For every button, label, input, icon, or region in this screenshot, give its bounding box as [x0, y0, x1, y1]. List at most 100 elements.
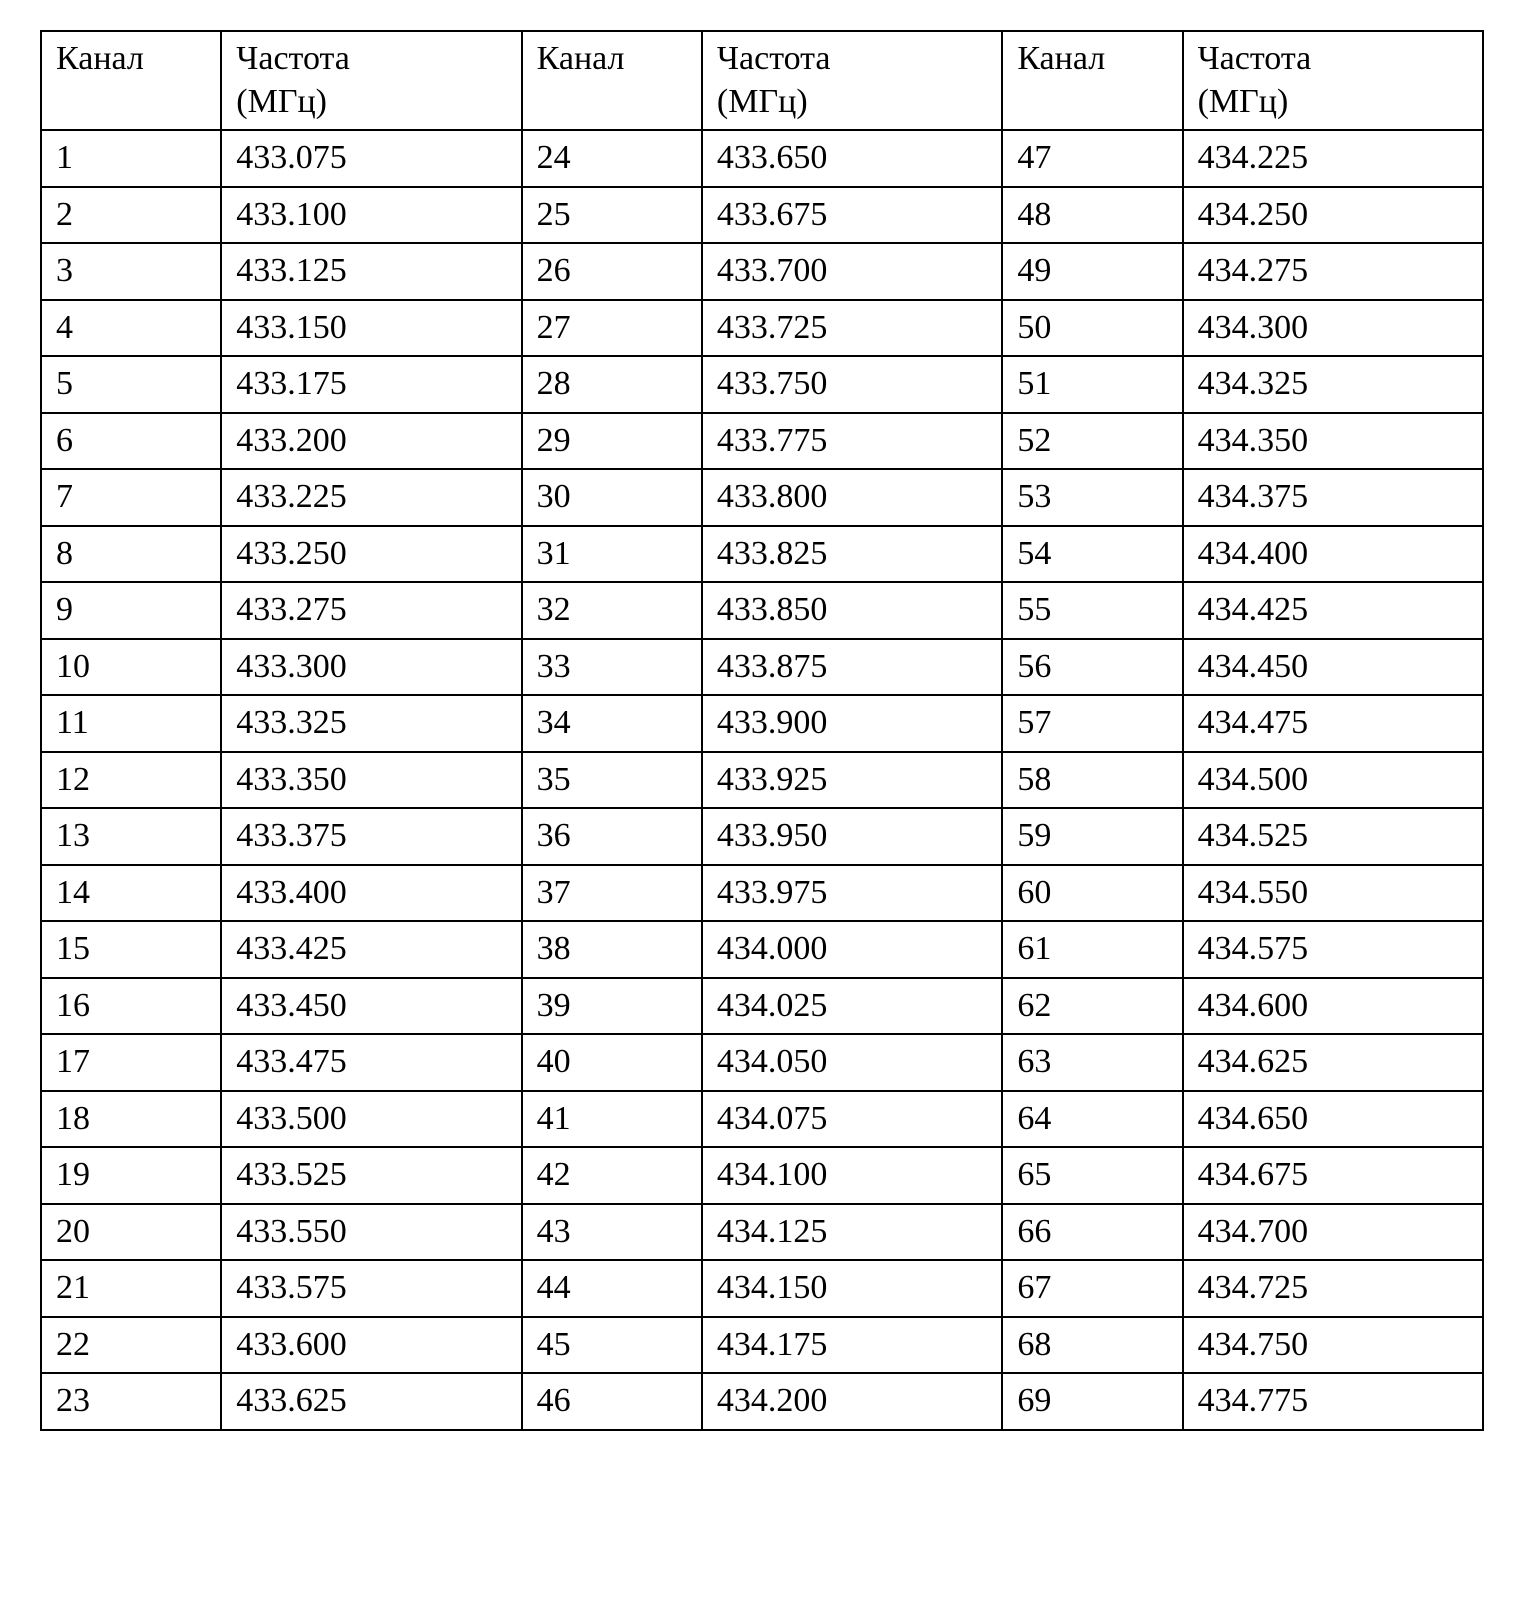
col-header-channel-1: Канал — [41, 31, 221, 130]
cell-frequency: 433.200 — [221, 413, 521, 470]
cell-channel: 9 — [41, 582, 221, 639]
col-header-freq-1: Частота (МГц) — [221, 31, 521, 130]
cell-frequency: 433.950 — [702, 808, 1002, 865]
cell-channel: 14 — [41, 865, 221, 922]
cell-channel: 37 — [522, 865, 702, 922]
cell-channel: 46 — [522, 1373, 702, 1430]
cell-channel: 33 — [522, 639, 702, 696]
cell-channel: 20 — [41, 1204, 221, 1261]
cell-channel: 26 — [522, 243, 702, 300]
cell-frequency: 434.150 — [702, 1260, 1002, 1317]
cell-channel: 50 — [1002, 300, 1182, 357]
cell-frequency: 434.775 — [1183, 1373, 1483, 1430]
col-header-channel-2: Канал — [522, 31, 702, 130]
cell-channel: 17 — [41, 1034, 221, 1091]
table-row: 12433.35035433.92558434.500 — [41, 752, 1483, 809]
cell-channel: 54 — [1002, 526, 1182, 583]
cell-frequency: 433.900 — [702, 695, 1002, 752]
cell-frequency: 434.050 — [702, 1034, 1002, 1091]
cell-frequency: 434.500 — [1183, 752, 1483, 809]
col-header-freq-3: Частота (МГц) — [1183, 31, 1483, 130]
col-header-freq-2: Частота (МГц) — [702, 31, 1002, 130]
cell-channel: 42 — [522, 1147, 702, 1204]
cell-frequency: 434.450 — [1183, 639, 1483, 696]
cell-frequency: 434.600 — [1183, 978, 1483, 1035]
cell-frequency: 434.725 — [1183, 1260, 1483, 1317]
header-freq-label-line1: Частота — [236, 40, 350, 77]
cell-frequency: 433.550 — [221, 1204, 521, 1261]
table-row: 20433.55043434.12566434.700 — [41, 1204, 1483, 1261]
table-row: 8433.25031433.82554434.400 — [41, 526, 1483, 583]
cell-channel: 44 — [522, 1260, 702, 1317]
cell-channel: 2 — [41, 187, 221, 244]
cell-frequency: 434.675 — [1183, 1147, 1483, 1204]
cell-frequency: 434.250 — [1183, 187, 1483, 244]
table-row: 19433.52542434.10065434.675 — [41, 1147, 1483, 1204]
cell-channel: 39 — [522, 978, 702, 1035]
cell-frequency: 434.300 — [1183, 300, 1483, 357]
cell-frequency: 433.775 — [702, 413, 1002, 470]
cell-frequency: 433.500 — [221, 1091, 521, 1148]
cell-channel: 3 — [41, 243, 221, 300]
cell-frequency: 434.125 — [702, 1204, 1002, 1261]
cell-channel: 53 — [1002, 469, 1182, 526]
table-row: 7433.22530433.80053434.375 — [41, 469, 1483, 526]
cell-channel: 55 — [1002, 582, 1182, 639]
cell-channel: 35 — [522, 752, 702, 809]
cell-channel: 32 — [522, 582, 702, 639]
cell-channel: 1 — [41, 130, 221, 187]
table-row: 22433.60045434.17568434.750 — [41, 1317, 1483, 1374]
table-row: 13433.37536433.95059434.525 — [41, 808, 1483, 865]
cell-channel: 23 — [41, 1373, 221, 1430]
cell-channel: 58 — [1002, 752, 1182, 809]
header-freq-label-line2: (МГц) — [717, 83, 808, 120]
cell-channel: 19 — [41, 1147, 221, 1204]
cell-channel: 28 — [522, 356, 702, 413]
cell-frequency: 433.100 — [221, 187, 521, 244]
cell-channel: 69 — [1002, 1373, 1182, 1430]
table-row: 6433.20029433.77552434.350 — [41, 413, 1483, 470]
cell-frequency: 433.275 — [221, 582, 521, 639]
frequency-table: Канал Частота (МГц) Канал Частота (МГц) … — [40, 30, 1484, 1431]
cell-channel: 67 — [1002, 1260, 1182, 1317]
cell-channel: 63 — [1002, 1034, 1182, 1091]
cell-frequency: 434.200 — [702, 1373, 1002, 1430]
cell-frequency: 433.725 — [702, 300, 1002, 357]
header-channel-label: Канал — [1017, 40, 1105, 77]
cell-frequency: 434.475 — [1183, 695, 1483, 752]
cell-channel: 45 — [522, 1317, 702, 1374]
cell-frequency: 434.625 — [1183, 1034, 1483, 1091]
cell-frequency: 433.475 — [221, 1034, 521, 1091]
table-row: 9433.27532433.85055434.425 — [41, 582, 1483, 639]
header-freq-label-line2: (МГц) — [236, 83, 327, 120]
cell-channel: 10 — [41, 639, 221, 696]
cell-frequency: 433.350 — [221, 752, 521, 809]
cell-frequency: 433.600 — [221, 1317, 521, 1374]
cell-frequency: 433.175 — [221, 356, 521, 413]
cell-frequency: 433.800 — [702, 469, 1002, 526]
cell-channel: 61 — [1002, 921, 1182, 978]
cell-channel: 34 — [522, 695, 702, 752]
cell-frequency: 433.650 — [702, 130, 1002, 187]
cell-channel: 8 — [41, 526, 221, 583]
cell-frequency: 433.825 — [702, 526, 1002, 583]
header-freq-label-line1: Частота — [1198, 40, 1312, 77]
cell-frequency: 434.075 — [702, 1091, 1002, 1148]
table-row: 14433.40037433.97560434.550 — [41, 865, 1483, 922]
cell-frequency: 433.150 — [221, 300, 521, 357]
table-header-row: Канал Частота (МГц) Канал Частота (МГц) … — [41, 31, 1483, 130]
cell-channel: 12 — [41, 752, 221, 809]
cell-frequency: 434.700 — [1183, 1204, 1483, 1261]
table-row: 21433.57544434.15067434.725 — [41, 1260, 1483, 1317]
cell-frequency: 434.650 — [1183, 1091, 1483, 1148]
table-row: 17433.47540434.05063434.625 — [41, 1034, 1483, 1091]
table-row: 16433.45039434.02562434.600 — [41, 978, 1483, 1035]
cell-channel: 7 — [41, 469, 221, 526]
cell-channel: 41 — [522, 1091, 702, 1148]
cell-channel: 48 — [1002, 187, 1182, 244]
table-row: 18433.50041434.07564434.650 — [41, 1091, 1483, 1148]
cell-frequency: 433.125 — [221, 243, 521, 300]
cell-channel: 15 — [41, 921, 221, 978]
cell-frequency: 433.525 — [221, 1147, 521, 1204]
cell-channel: 51 — [1002, 356, 1182, 413]
